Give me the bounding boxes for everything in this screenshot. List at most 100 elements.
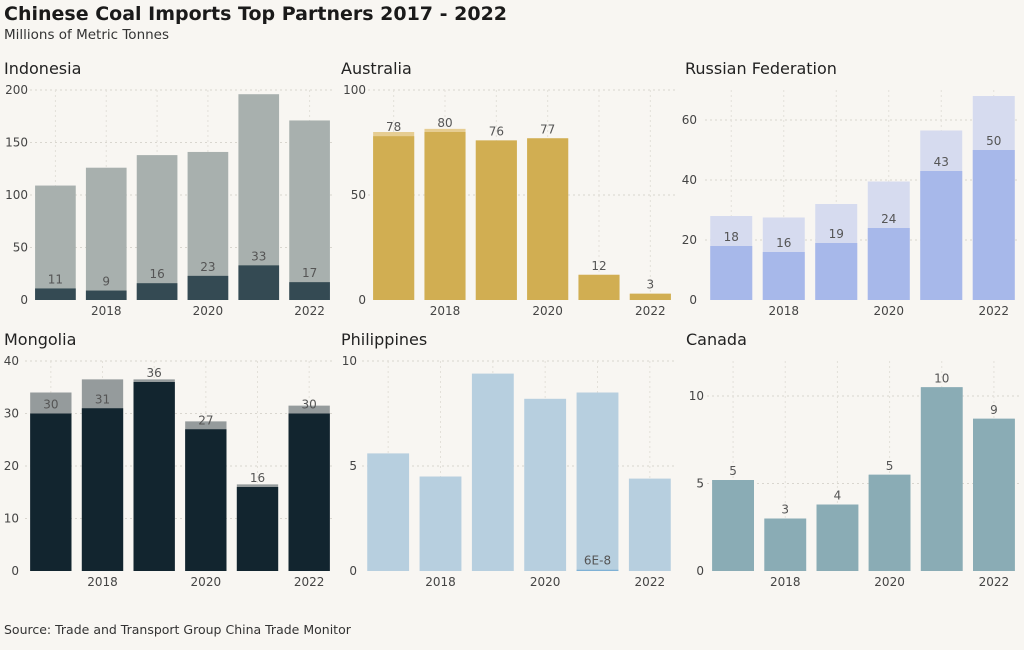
data-label: 3 [781,503,789,517]
chart-panel-1: Australia 0 50 100 78 80 76 77 12 3 2018 2020 2022 [341,59,676,318]
x-tick-label: 2020 [873,304,904,318]
data-label: 31 [95,392,110,406]
y-tick-label: 0 [349,564,357,578]
bar-total [471,373,514,571]
bar-value [972,150,1015,300]
data-label: 30 [43,398,58,412]
x-tick-label: 2020 [874,575,905,589]
data-label: 10 [934,371,949,385]
data-label: 77 [540,122,555,136]
bar-value [920,387,963,571]
data-label: 36 [147,366,162,380]
panel-title: Indonesia [4,59,81,78]
x-tick-label: 2018 [87,575,118,589]
chart-panel-3: Mongolia 0 10 20 30 40 30 31 36 27 16 30 2018 2020 202… [4,330,335,589]
y-tick-label: 40 [4,354,19,368]
data-label: 27 [198,413,213,427]
page-subtitle: Millions of Metric Tonnes [4,27,170,43]
bar-value [712,480,754,571]
bar-value [576,569,619,571]
x-tick-label: 2020 [191,575,222,589]
data-label: 33 [251,249,266,263]
panel-title: Australia [341,59,412,78]
bar-value [373,136,415,300]
y-tick-label: 100 [5,188,28,202]
bar-value [35,288,76,300]
bar-value [527,138,569,300]
data-label: 16 [250,471,265,485]
data-label: 5 [729,464,737,478]
bar-total [524,398,567,571]
bar-value [187,275,229,300]
bar-value [868,474,911,571]
y-tick-label: 60 [682,113,697,127]
panel-title: Mongolia [4,330,76,349]
x-tick-label: 2018 [768,304,799,318]
x-tick-label: 2018 [430,304,461,318]
bar-value [136,283,178,300]
data-label: 4 [834,489,842,503]
data-label: 43 [934,155,949,169]
x-tick-label: 2018 [425,575,456,589]
bar-value [762,252,805,300]
bar-total [576,392,619,571]
data-label: 9 [990,403,998,417]
x-tick-label: 2022 [978,304,1009,318]
x-tick-label: 2018 [770,575,801,589]
data-label: 3 [647,278,655,292]
data-label: 16 [149,267,164,281]
y-tick-label: 0 [696,564,704,578]
y-tick-label: 0 [11,564,19,578]
y-tick-label: 10 [342,354,357,368]
bar-value [185,429,227,571]
data-label: 9 [102,275,110,289]
bar-total [85,167,127,300]
data-label: 30 [302,398,317,412]
data-label: 78 [386,120,401,134]
y-tick-label: 5 [696,477,704,491]
bar-total [187,151,229,300]
y-tick-label: 50 [13,241,28,255]
y-tick-label: 30 [4,407,19,421]
bar-total [367,453,410,571]
chart-panel-5: Canada 0 5 10 5 3 4 5 10 9 2018 2020 2022 [686,330,1020,589]
panel-title: Russian Federation [685,59,837,78]
bar-value [81,408,124,571]
data-label: 5 [886,459,894,473]
y-tick-label: 0 [20,293,28,307]
x-tick-label: 2022 [979,575,1010,589]
data-label: 80 [437,116,452,130]
x-tick-label: 2020 [193,304,224,318]
data-label: 23 [200,260,215,274]
x-tick-label: 2018 [91,304,122,318]
bar-value [629,293,671,300]
bar-value [920,171,963,300]
bar-value [815,243,858,300]
bar-value [973,418,1015,571]
data-label: 17 [302,266,317,280]
panel-title: Philippines [341,330,427,349]
y-tick-label: 150 [5,136,28,150]
bar-value [816,504,859,571]
bar-total [35,185,76,300]
bar-value [238,265,280,300]
bar-value [133,382,175,571]
y-tick-label: 40 [682,173,697,187]
x-tick-label: 2022 [294,575,325,589]
y-tick-label: 100 [343,83,366,97]
data-label: 76 [489,124,504,138]
y-tick-label: 0 [358,293,366,307]
bar-total [289,120,330,300]
data-label: 19 [829,227,844,241]
y-tick-label: 20 [682,233,697,247]
bar-total [136,155,178,300]
x-tick-label: 2022 [635,304,666,318]
bar-value [867,228,910,300]
bar-value [30,413,72,571]
bar-value [85,290,127,300]
y-tick-label: 0 [689,293,697,307]
bar-value [289,282,330,300]
page-title: Chinese Coal Imports Top Partners 2017 -… [4,3,508,25]
source-note: Source: Trade and Transport Group China … [4,622,351,637]
